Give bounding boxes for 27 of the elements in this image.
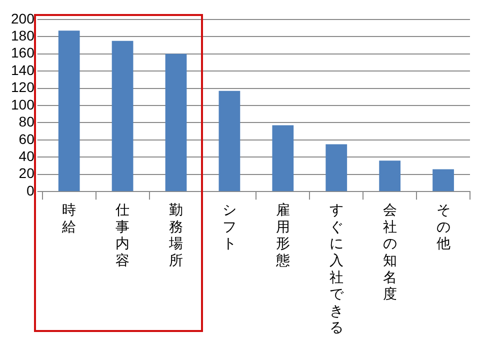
x-tick-label: シフト [222,202,236,252]
y-tick-label: 80 [18,114,35,130]
bar [58,30,80,192]
bar [326,144,348,192]
y-tick-label: 140 [11,62,35,78]
x-tick-label: すぐに入社できる [329,202,344,336]
x-tick-label: 時給 [61,202,76,236]
y-tick-label: 100 [11,96,35,112]
x-tick-label: その他 [436,202,450,252]
y-tick-label: 120 [11,79,35,96]
x-tick-label: 会社の知名度 [382,202,397,303]
y-tick-label: 0 [26,182,35,198]
bar [112,40,134,192]
y-tick-label: 20 [18,165,35,182]
x-tick-label: 仕事内容 [114,202,130,270]
y-tick-label: 60 [18,130,35,147]
bar [218,90,240,192]
y-tick-label: 180 [11,27,35,44]
bar [379,160,401,192]
bar [165,54,187,192]
x-tick-label: 雇用形態 [274,202,290,270]
y-tick-label: 40 [18,148,35,164]
bar [432,169,454,192]
y-tick-label: 200 [11,10,35,26]
x-tick-label: 勤務場所 [168,202,183,270]
y-tick-label: 160 [11,44,35,61]
bar [272,125,294,192]
